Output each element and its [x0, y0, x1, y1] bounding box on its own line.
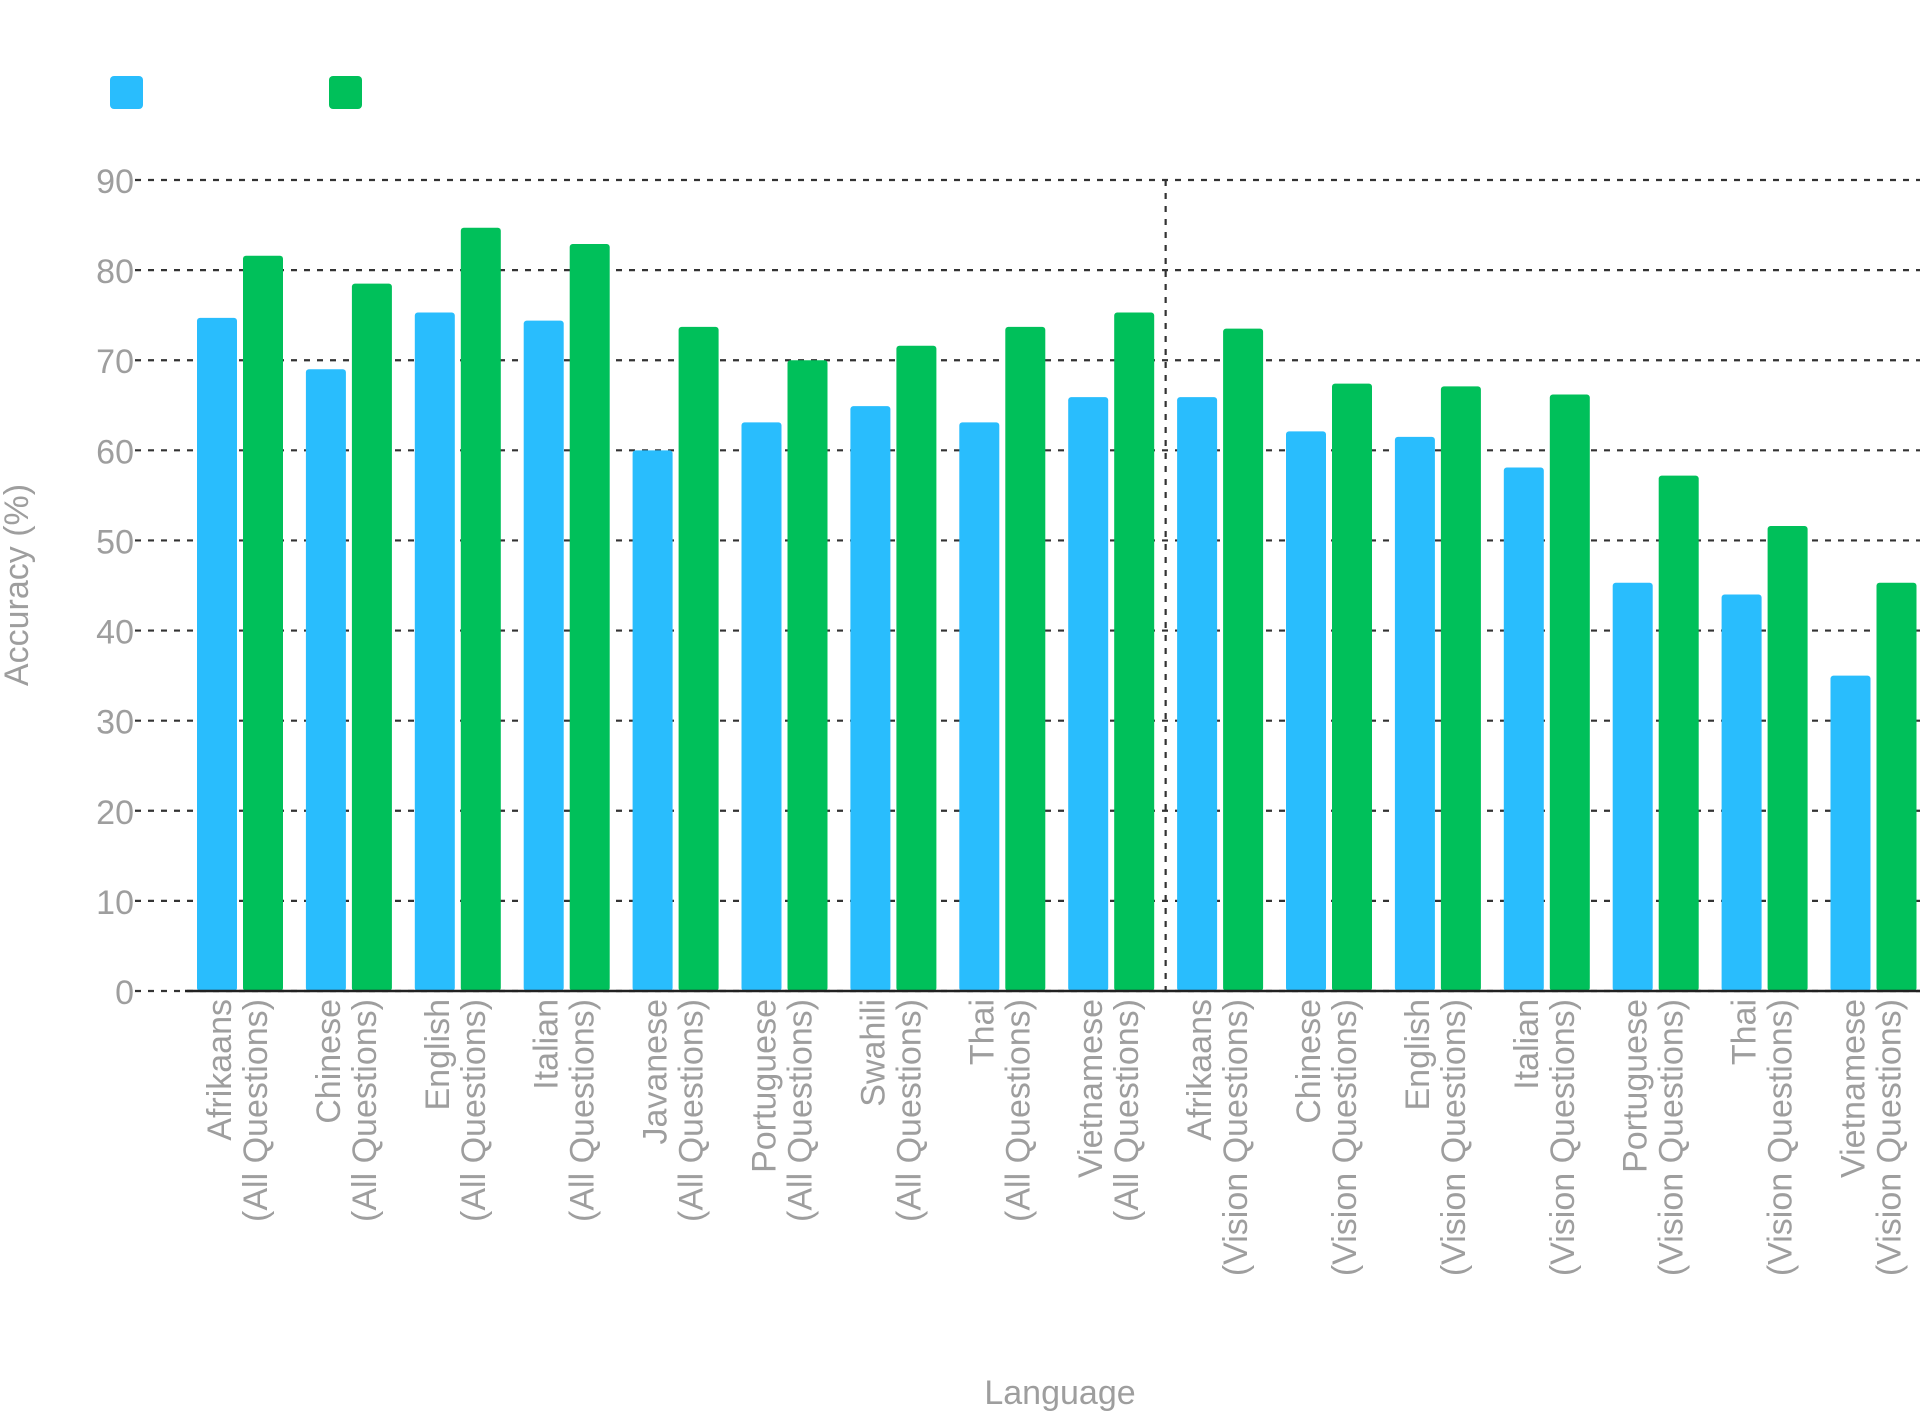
- x-tick-label-line: Portuguese: [1617, 999, 1655, 1173]
- bar-series1-13: [1503, 467, 1544, 991]
- x-tick-label-10: Afrikaans(Vision Questions): [1181, 999, 1255, 1276]
- y-tick-label-20: 20: [96, 794, 134, 832]
- x-tick-label-line: Javanese: [637, 999, 675, 1145]
- x-tick-label-4: Italian(All Questions): [528, 999, 602, 1222]
- y-tick-label-70: 70: [96, 343, 134, 381]
- x-tick-label-14: Portuguese(Vision Questions): [1617, 999, 1691, 1276]
- x-tick-label-15: Thai(Vision Questions): [1726, 999, 1800, 1276]
- x-tick-label-line: (Vision Questions): [1544, 999, 1582, 1276]
- bar-series2-11: [1332, 383, 1372, 991]
- bar-series1-1: [197, 317, 237, 991]
- y-tick-label-60: 60: [96, 433, 134, 471]
- x-tick-label-line: (Vision Questions): [1326, 999, 1364, 1276]
- bar-series2-14: [1658, 475, 1699, 991]
- x-tick-label-line: English: [419, 999, 457, 1111]
- y-axis-title: Accuracy (%): [0, 484, 36, 686]
- bar-series2-4: [569, 243, 610, 991]
- bar-series1-3: [414, 312, 455, 991]
- x-tick-label-line: Chinese: [1290, 999, 1328, 1124]
- bar-series1-10: [1177, 397, 1218, 991]
- bar-series1-11: [1286, 431, 1326, 991]
- y-tick-label-10: 10: [96, 884, 134, 922]
- x-tick-label-line: Vietnamese: [1835, 999, 1873, 1178]
- x-tick-label-line: (All Questions): [782, 999, 820, 1222]
- x-tick-label-line: (All Questions): [999, 999, 1037, 1222]
- x-tick-label-line: (Vision Questions): [1653, 999, 1691, 1276]
- x-tick-label-line: (All Questions): [1108, 999, 1146, 1222]
- bar-series2-10: [1223, 328, 1264, 991]
- bar-series1-5: [632, 450, 673, 991]
- x-tick-label-16: Vietnamese(Vision Questions): [1835, 999, 1909, 1276]
- x-tick-label-line: (All Questions): [346, 999, 384, 1222]
- y-tick-label-90: 90: [96, 163, 134, 201]
- x-tick-label-9: Vietnamese(All Questions): [1072, 999, 1146, 1222]
- y-tick-label-50: 50: [96, 523, 134, 561]
- x-tick-label-13: Italian(Vision Questions): [1508, 999, 1582, 1276]
- bar-series1-12: [1394, 436, 1435, 992]
- legend-swatch-1: [110, 76, 143, 109]
- x-axis-title: Language: [984, 1374, 1135, 1412]
- x-tick-label-11: Chinese(Vision Questions): [1290, 999, 1364, 1276]
- bar-series2-15: [1767, 526, 1808, 991]
- bar-series2-6: [787, 360, 828, 991]
- x-tick-label-5: Javanese(All Questions): [637, 999, 711, 1222]
- x-tick-label-3: English(All Questions): [419, 999, 493, 1222]
- bar-series1-14: [1612, 582, 1653, 991]
- x-tick-label-line: English: [1399, 999, 1437, 1111]
- x-tick-label-line: Vietnamese: [1072, 999, 1110, 1178]
- x-tick-label-line: (Vision Questions): [1871, 999, 1909, 1276]
- y-tick-label-80: 80: [96, 253, 134, 291]
- bar-series2-3: [460, 227, 501, 991]
- y-tick-label-30: 30: [96, 704, 134, 742]
- bar-series2-9: [1114, 312, 1155, 991]
- x-tick-label-2: Chinese(All Questions): [310, 999, 384, 1222]
- x-tick-label-line: Thai: [963, 999, 1001, 1065]
- x-tick-label-line: (All Questions): [564, 999, 602, 1222]
- y-tick-label-40: 40: [96, 614, 134, 652]
- bar-series1-16: [1830, 675, 1871, 991]
- x-tick-label-line: Swahili: [854, 999, 892, 1107]
- x-tick-label-6: Portuguese(All Questions): [746, 999, 820, 1222]
- x-tick-label-line: (Vision Questions): [1435, 999, 1473, 1276]
- x-tick-label-12: English(Vision Questions): [1399, 999, 1473, 1276]
- bar-series1-8: [959, 422, 1000, 991]
- x-tick-label-line: (All Questions): [455, 999, 493, 1222]
- bar-series2-2: [351, 283, 392, 991]
- bar-series2-8: [1005, 326, 1046, 991]
- legend-swatch-2: [329, 76, 362, 109]
- x-tick-label-line: Italian: [528, 999, 566, 1090]
- bar-series1-15: [1721, 594, 1762, 991]
- x-tick-label-line: Chinese: [310, 999, 348, 1124]
- x-tick-label-line: (All Questions): [890, 999, 928, 1222]
- x-tick-label-1: Afrikaans(All Questions): [201, 999, 275, 1222]
- x-tick-label-line: Thai: [1726, 999, 1764, 1065]
- bar-series2-13: [1549, 394, 1590, 991]
- bar-series2-16: [1876, 582, 1917, 991]
- bar-series1-2: [305, 369, 346, 991]
- y-tick-label-0: 0: [115, 974, 134, 1012]
- x-tick-label-line: Italian: [1508, 999, 1546, 1090]
- bar-series1-7: [850, 406, 891, 991]
- x-tick-label-line: (Vision Questions): [1762, 999, 1800, 1276]
- x-tick-label-line: (All Questions): [673, 999, 711, 1222]
- bar-series2-5: [678, 326, 719, 991]
- x-tick-label-8: Thai(All Questions): [963, 999, 1037, 1222]
- bar-series1-4: [523, 320, 564, 991]
- bar-series1-6: [741, 422, 782, 991]
- x-tick-label-7: Swahili(All Questions): [854, 999, 928, 1222]
- x-tick-label-line: (Vision Questions): [1217, 999, 1255, 1276]
- x-tick-label-line: (All Questions): [237, 999, 275, 1222]
- bar-series1-9: [1068, 397, 1109, 991]
- bar-series2-1: [243, 255, 283, 991]
- x-tick-label-line: Afrikaans: [1181, 999, 1219, 1141]
- x-tick-label-line: Portuguese: [746, 999, 784, 1173]
- x-tick-label-line: Afrikaans: [201, 999, 239, 1141]
- bar-series2-7: [896, 345, 937, 991]
- bar-series2-12: [1440, 386, 1481, 991]
